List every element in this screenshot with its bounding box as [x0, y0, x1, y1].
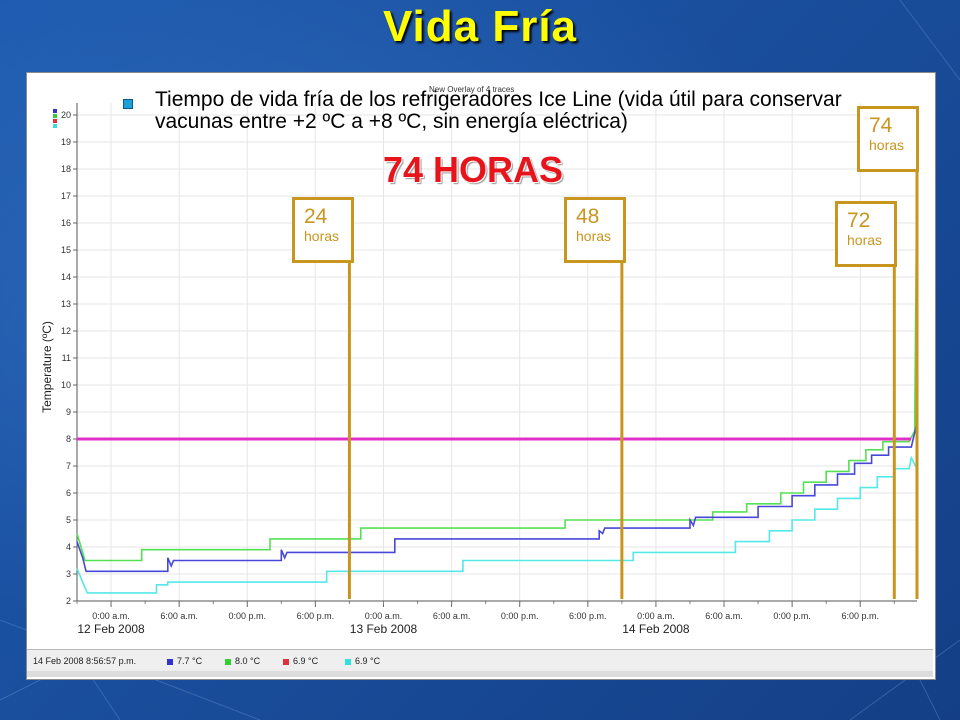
x-tick-label: 0:00 a.m. — [365, 611, 403, 621]
legend-swatch-icon — [53, 119, 57, 123]
marker-24-horas: 24 horas — [292, 197, 354, 263]
status-reading-red: 6.9 °C — [283, 656, 318, 666]
x-tick-label: 0:00 p.m. — [229, 611, 267, 621]
temperature-chart: 2 3 4 5 6 7 8 9 10 11 12 13 14 15 16 17 18 19 20 0:00 a.m. 6… — [40, 103, 919, 636]
y-axis-label: Temperature (ºC) — [40, 321, 54, 413]
swatch-cyan-icon — [345, 658, 351, 665]
bullet-square-icon — [123, 99, 133, 109]
overlay-caption: New Overlay of 4 traces — [429, 85, 515, 94]
y-tick-label: 13 — [61, 299, 71, 309]
series-line-3 — [76, 455, 918, 594]
y-tick-label: 19 — [61, 137, 71, 147]
x-tick-label: 6:00 p.m. — [841, 611, 879, 621]
x-tick-label: 0:00 p.m. — [773, 611, 811, 621]
swatch-green-icon — [225, 658, 231, 665]
slide-title: Vida Fría — [382, 2, 578, 51]
legend-swatch-icon — [53, 114, 57, 118]
y-tick-label: 9 — [66, 407, 71, 417]
x-date-label: 12 Feb 2008 — [77, 622, 145, 636]
y-tick-label: 8 — [66, 434, 71, 444]
marker-number: 72 — [847, 209, 871, 232]
bullet-text: Tiempo de vida fría de los refrigeradore… — [155, 88, 842, 133]
x-tick-label: 6:00 p.m. — [297, 611, 335, 621]
marker-74-horas: 74 horas — [857, 106, 919, 172]
x-date-label: 13 Feb 2008 — [350, 622, 418, 636]
y-tick-label: 11 — [62, 353, 71, 363]
legend-swatch-icon — [53, 109, 57, 113]
y-tick-label: 15 — [61, 245, 71, 255]
headline-74-horas: 74 HORAS — [383, 149, 564, 190]
marker-number: 48 — [576, 205, 600, 228]
x-date-label: 14 Feb 2008 — [622, 622, 690, 636]
x-tick-label: 6:00 a.m. — [705, 611, 743, 621]
y-tick-label: 3 — [66, 569, 71, 579]
status-bar: 14 Feb 2008 8:56:57 p.m. 7.7 °C 8.0 °C 6… — [27, 649, 933, 672]
y-tick-label: 17 — [61, 191, 71, 201]
chart-panel: 2 3 4 5 6 7 8 9 10 11 12 13 14 15 16 17 18 19 20 0:00 a.m. 6… — [26, 72, 936, 680]
marker-72-horas: 72 horas — [835, 201, 897, 267]
marker-unit: horas — [304, 228, 340, 244]
status-reading-green: 8.0 °C — [225, 656, 260, 666]
x-tick-label: 0:00 a.m. — [92, 611, 130, 621]
series-line-1 — [76, 155, 918, 562]
marker-number: 24 — [304, 205, 328, 228]
y-tick-label: 18 — [61, 164, 71, 174]
x-tick-label: 0:00 p.m. — [501, 611, 539, 621]
y-tick-label: 20 — [61, 110, 71, 120]
status-reading-label: 8.0 °C — [235, 656, 261, 666]
y-tick-label: 7 — [66, 461, 71, 471]
marker-number: 74 — [869, 114, 893, 137]
y-tick-label: 2 — [66, 596, 71, 606]
status-reading-blue: 7.7 °C — [167, 656, 202, 666]
status-reading-label: 7.7 °C — [177, 656, 203, 666]
status-reading-label: 6.9 °C — [355, 656, 381, 666]
x-tick-label: 0:00 a.m. — [637, 611, 675, 621]
status-reading-cyan: 6.9 °C — [345, 656, 380, 666]
series-line-2 — [76, 422, 918, 573]
y-tick-label: 10 — [61, 380, 71, 390]
y-tick-label: 4 — [66, 542, 71, 552]
marker-48-horas: 48 horas — [564, 197, 626, 263]
y-tick-label: 6 — [66, 488, 71, 498]
plot-area — [77, 103, 917, 601]
status-reading-label: 6.9 °C — [293, 656, 319, 666]
y-tick-label: 14 — [61, 272, 71, 282]
legend-swatch-icon — [53, 124, 57, 128]
x-tick-label: 6:00 p.m. — [569, 611, 607, 621]
swatch-blue-icon — [167, 658, 173, 665]
marker-unit: horas — [869, 137, 905, 153]
x-tick-label: 6:00 a.m. — [433, 611, 471, 621]
marker-unit: horas — [576, 228, 612, 244]
x-tick-label: 6:00 a.m. — [160, 611, 198, 621]
horizontal-scrollbar[interactable] — [27, 671, 933, 677]
y-tick-label: 5 — [66, 515, 71, 525]
y-tick-label: 12 — [61, 326, 71, 336]
status-timestamp: 14 Feb 2008 8:56:57 p.m. — [33, 656, 137, 666]
swatch-red-icon — [283, 658, 289, 665]
marker-unit: horas — [847, 232, 883, 248]
y-tick-label: 16 — [61, 218, 71, 228]
